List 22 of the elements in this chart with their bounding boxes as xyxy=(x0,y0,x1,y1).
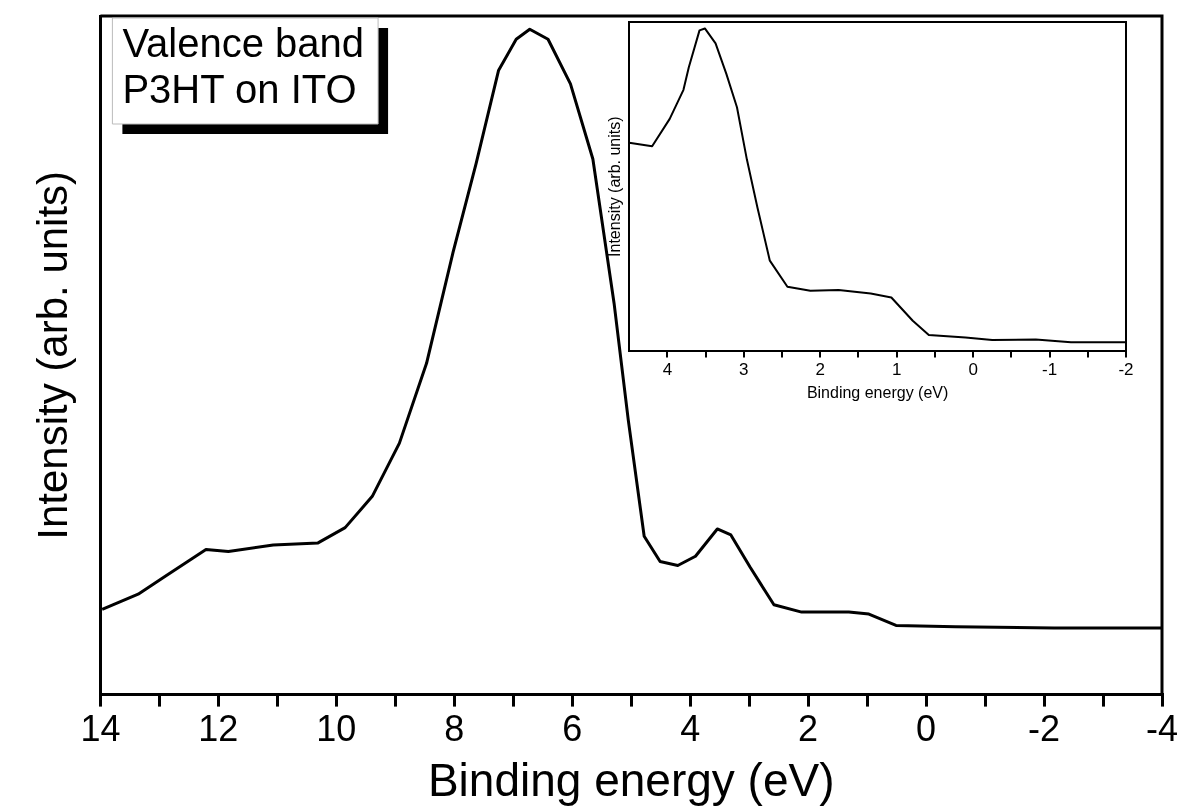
annotation: Valence band P3HT on ITO xyxy=(122,21,365,112)
x-tick-label: -2 xyxy=(1028,708,1061,750)
x-tick-label: 0 xyxy=(968,360,978,380)
x-tick-label: 14 xyxy=(80,708,121,750)
x-tick-label: 4 xyxy=(680,708,701,750)
x-tick-label: -1 xyxy=(1042,360,1058,380)
x-tick-label: 1 xyxy=(891,360,902,380)
x-tick-label: 4 xyxy=(662,360,673,380)
x-tick-label: 3 xyxy=(739,360,749,380)
x-tick-label: 2 xyxy=(798,708,819,750)
x-tick-label: 6 xyxy=(562,708,583,750)
x-tick-label: 10 xyxy=(316,708,357,750)
y-axis-title: Intensity (arb. units) xyxy=(606,116,624,257)
x-tick-label: 12 xyxy=(198,708,239,750)
x-tick-label: -4 xyxy=(1145,708,1179,750)
x-tick-label: -2 xyxy=(1118,360,1134,380)
x-axis-title: Binding energy (eV) xyxy=(427,754,835,807)
x-tick-label: 8 xyxy=(444,708,465,750)
x-tick-label: 2 xyxy=(815,360,826,380)
y-axis-title: Intensity (arb. units) xyxy=(28,170,76,540)
x-axis-title: Binding energy (eV) xyxy=(806,383,949,401)
x-tick-label: 0 xyxy=(916,708,937,750)
